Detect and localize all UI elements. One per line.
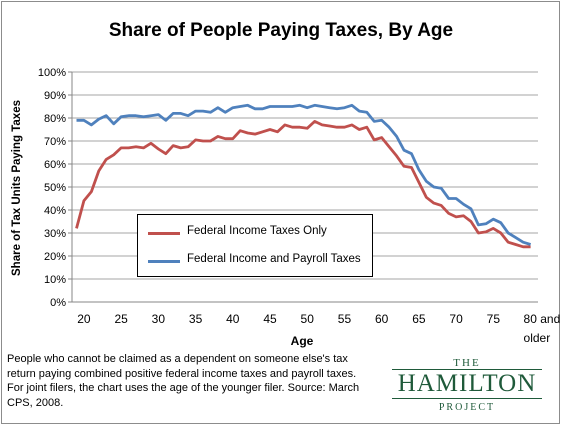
x-tick-label: 35 (189, 312, 203, 326)
legend-swatch-payroll (148, 260, 180, 263)
x-tick-label: 75 (487, 312, 501, 326)
series-income-taxes-line (75, 120, 531, 249)
series-income-payroll-line (76, 103, 532, 246)
y-tick-label: 50% (44, 182, 66, 194)
footnote: People who cannot be claimed as a depend… (7, 353, 360, 409)
y-tick-label: 10% (44, 274, 66, 286)
y-tick-label: 80% (44, 113, 66, 125)
y-tick-label: 20% (44, 251, 66, 263)
axes (68, 71, 538, 303)
x-tick-label: 50 (301, 312, 315, 326)
y-tick-label: 0% (50, 297, 66, 309)
legend-swatch-income (148, 232, 180, 235)
x-tick-labels: 20 25 30 35 40 45 50 55 60 65 70 75 80 and older (77, 312, 560, 345)
x-tick-label: 80 and older (524, 312, 561, 345)
x-tick-label: 70 (449, 312, 463, 326)
x-tick-label: 55 (338, 312, 352, 326)
y-tick-label: 90% (44, 90, 66, 102)
x-tick-label: 30 (152, 312, 166, 326)
y-tick-label: 60% (44, 159, 66, 171)
logo-name: HAMILTON (392, 369, 542, 399)
hamilton-project-logo: THE HAMILTON PROJECT (392, 357, 542, 419)
x-tick-label: 40 (226, 312, 240, 326)
x-tick-label: 25 (114, 312, 128, 326)
y-tick-label: 30% (44, 228, 66, 240)
legend: Federal Income Taxes Only Federal Income… (137, 214, 373, 277)
x-axis-label: Age (291, 334, 314, 348)
x-tick-label: 60 (375, 312, 389, 326)
series-lines (75, 103, 532, 249)
legend-label-income: Federal Income Taxes Only (187, 225, 327, 237)
x-tick-label: 65 (412, 312, 426, 326)
y-tick-label: 100% (38, 67, 66, 79)
logo-project: PROJECT (438, 402, 496, 413)
x-tick-label: 20 (77, 312, 91, 326)
y-axis-label: Share of Tax Units Paying Taxes (11, 100, 23, 276)
y-tick-label: 40% (44, 205, 66, 217)
y-tick-labels: 0% 10% 20% 30% 40% 50% 60% 70% 80% 90% 100% (38, 67, 66, 309)
y-tick-label: 70% (44, 136, 66, 148)
logo-the: THE (453, 357, 481, 369)
x-tick-label: 45 (263, 312, 277, 326)
legend-label-payroll: Federal Income and Payroll Taxes (187, 253, 361, 265)
chart-title: Share of People Paying Taxes, By Age (108, 20, 454, 41)
